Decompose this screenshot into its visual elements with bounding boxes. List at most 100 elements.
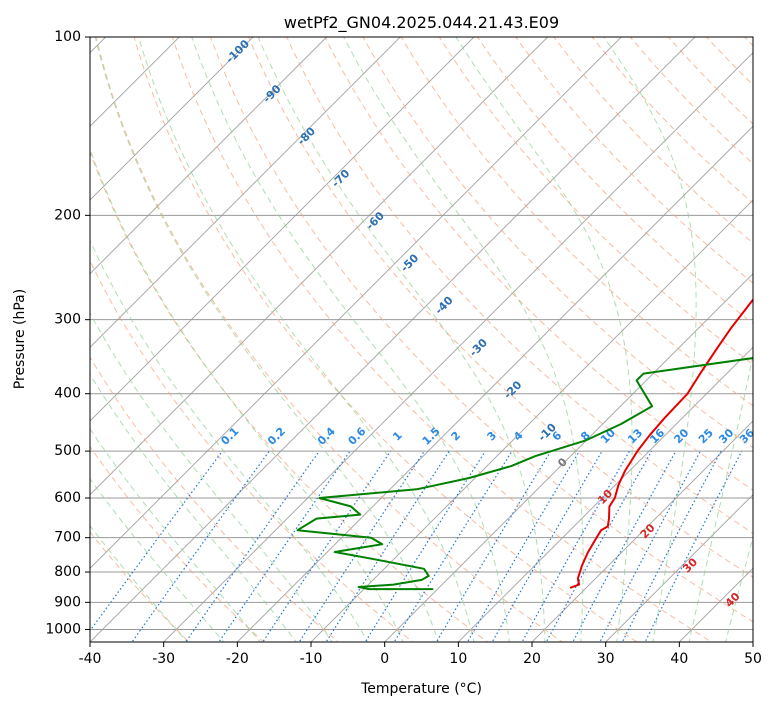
dry-adiabat-line: [591, 37, 753, 204]
temperature-profile-line: [569, 298, 753, 589]
dry-adiabat-label: -60: [364, 209, 387, 232]
moist-adiabat-label: 40: [723, 590, 743, 610]
mixing-ratio-label: 0.2: [265, 425, 288, 448]
mixing-ratio-line: [262, 450, 392, 642]
dry-adiabat-line: [477, 37, 753, 325]
mixing-ratio-line: [393, 450, 513, 642]
plot-area: 0.1 0.2 0.4 0.6 1 1.5 2 3 4 6 8 10 13 16 20 25 30 36-100-…: [90, 37, 753, 642]
y-tick-label: 900: [54, 594, 81, 610]
mixing-ratio-label: 4: [511, 429, 526, 444]
mixing-ratio-label: 0.4: [315, 425, 338, 448]
mixing-ratio-label: 16: [647, 426, 667, 446]
dry-adiabat-line: [667, 37, 753, 125]
mixing-ratio-line: [90, 450, 223, 632]
y-tick-label: 400: [54, 386, 81, 402]
mixing-ratio-line: [644, 450, 743, 642]
isotherm-line: [752, 641, 753, 642]
isotherm-line: [90, 37, 622, 569]
isotherm-line: [90, 37, 696, 642]
moist-adiabat-line: [603, 37, 697, 642]
isotherm-line: [457, 346, 753, 642]
moist-adiabat-line: [191, 37, 510, 642]
x-tick-label: 40: [670, 651, 688, 667]
moist-adiabat-line: [90, 373, 297, 642]
mixing-ratio-line: [466, 450, 580, 642]
y-tick-label: 200: [54, 207, 81, 223]
mixing-ratio-line: [572, 450, 677, 642]
dry-adiabat-label: -80: [295, 124, 318, 147]
isotherm-line: [605, 494, 753, 642]
dry-adiabat-label: -70: [329, 167, 352, 190]
x-tick-label: -40: [79, 651, 102, 667]
y-tick-label: 300: [54, 312, 81, 328]
moist-adiabat-line: [90, 525, 188, 642]
x-tick-label: -20: [226, 651, 249, 667]
dry-adiabat-line: [90, 259, 414, 642]
dry-adiabat-line: [95, 37, 564, 642]
dry-adiabat-line: [438, 37, 753, 366]
mixing-ratio-label: 1: [390, 429, 405, 444]
dry-adiabat-line: [553, 37, 753, 244]
y-tick-label: 100: [54, 29, 81, 45]
isotherm-line: [90, 37, 475, 422]
dry-adiabat-line: [90, 356, 339, 642]
moist-adiabat-line: [90, 311, 333, 642]
dry-adiabat-line: [90, 150, 489, 642]
mixing-ratio-line: [131, 450, 270, 642]
isotherm-line: [678, 567, 753, 642]
dry-adiabat-line: [133, 37, 638, 642]
dry-adiabat-line: [286, 37, 753, 534]
isotherm-line: [163, 52, 753, 642]
moist-adiabat-line: [94, 37, 440, 642]
dry-adiabat-line: [90, 531, 190, 642]
mixing-ratio-line: [325, 450, 450, 642]
mixing-ratio-line: [298, 450, 425, 642]
dry-adiabat-line: [744, 37, 753, 47]
dry-adiabat-line: [209, 37, 753, 623]
mixing-ratio-line: [364, 450, 486, 642]
x-tick-label: -30: [152, 651, 175, 667]
moist-adiabat-line: [138, 37, 475, 642]
mixing-ratio-line: [599, 450, 702, 642]
isotherm-line: [90, 37, 549, 496]
moist-adiabat-line: [455, 37, 633, 642]
y-tick-label: 700: [54, 530, 81, 546]
isotherm-line: [384, 273, 753, 642]
isotherm-line: [90, 37, 328, 275]
moist-adiabat-line: [90, 147, 404, 642]
x-tick-label: 50: [744, 651, 762, 667]
mixing-ratio-label: 2: [449, 429, 464, 444]
moist-adiabat-line: [90, 239, 369, 642]
x-axis-title: Temperature (°C): [360, 681, 482, 697]
moist-adiabat-line: [257, 37, 546, 642]
y-tick-label: 500: [54, 443, 81, 459]
isotherm-line: [310, 199, 753, 642]
dewpoint-profile-line: [296, 357, 753, 591]
moist-adiabat-line: [90, 427, 261, 642]
axes: -40 -30 -20 -10 0 10 20 30 40 5010020030040050060…: [45, 29, 762, 667]
isotherm-line: [90, 37, 254, 201]
plot-frame: [89, 36, 754, 643]
moist-adiabat-label: 20: [638, 521, 658, 541]
chart-title: wetPf2_GN04.2025.044.21.43.E09: [284, 13, 559, 33]
moist-adiabat-line: [688, 352, 753, 642]
y-tick-label: 800: [54, 564, 81, 580]
dry-adiabat-label: -20: [501, 378, 524, 401]
mixing-ratio-label: 0.1: [218, 425, 241, 448]
y-tick-label: 600: [54, 490, 81, 506]
mixing-ratio-label: 20: [671, 426, 691, 446]
dry-adiabat-line: [324, 37, 753, 491]
mixing-ratio-label: 1.5: [420, 425, 443, 448]
dry-adiabat-line: [90, 445, 265, 642]
isotherm-line: [90, 37, 401, 348]
mixing-ratio-line: [218, 450, 351, 642]
isotherm-line: [531, 420, 753, 642]
mixing-ratio-label: 3: [485, 429, 500, 444]
mixing-ratio-label: 30: [716, 426, 736, 446]
x-tick-label: 30: [597, 651, 615, 667]
x-tick-label: 20: [523, 651, 541, 667]
dry-adiabat-label: -100: [223, 37, 252, 66]
isotherm-line: [236, 125, 753, 642]
mixing-ratio-label: 0.6: [346, 425, 369, 448]
